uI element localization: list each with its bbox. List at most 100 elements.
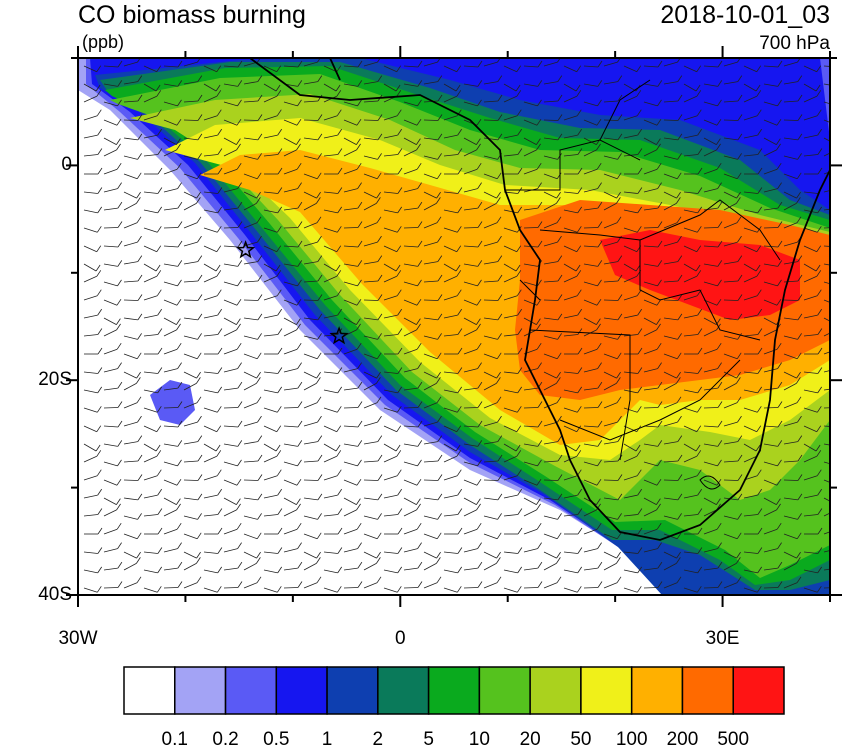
wind-barb [503,209,518,214]
wind-barb [403,65,419,68]
wind-barb-feather [137,454,143,462]
wind-barb [543,261,558,265]
wind-barb [723,563,737,571]
wind-barb [803,551,818,554]
wind-barb-feather [617,493,623,501]
wind-barb-feather [97,308,103,316]
wind-barb [563,154,578,157]
wind-barb-feather [337,527,343,535]
wind-barb [723,317,738,321]
wind-barb [383,514,398,517]
wind-barb-feather [176,323,181,331]
wind-barb [343,227,359,229]
wind-barb [703,317,717,325]
wind-barb-feather [276,90,282,97]
wind-barb-feather [736,377,741,384]
wind-barb [183,81,198,85]
wind-barb [643,587,659,589]
wind-barb [803,407,818,413]
wind-barb-feather [737,114,743,121]
wind-barb-feather [757,187,763,194]
wind-barb-feather [677,435,683,442]
wind-barb-feather [817,508,823,515]
wind-barb-feather [517,206,523,214]
wind-barb-feather [716,298,722,306]
star-marker-ascension [235,240,256,259]
wind-barb-feather [437,493,443,501]
wind-barb-feather [497,58,501,63]
wind-barb-feather [737,153,742,160]
wind-barb-feather [837,504,841,510]
wind-barb [523,407,539,409]
wind-barb-feather [95,264,101,272]
wind-barb-feather [455,264,461,272]
wind-barb [683,245,697,253]
wind-barb-feather [716,138,721,145]
wind-barb-feather [437,454,443,462]
wind-barb-feather [116,503,121,511]
colorbar-label: 1 [321,729,333,750]
wind-barb-feather [757,547,763,554]
wind-barb-feather [736,197,741,204]
wind-barb-feather [557,415,562,423]
wind-barb-feather [156,65,162,72]
wind-barb [443,134,458,139]
wind-barb [103,567,118,571]
wind-barb [143,569,158,574]
wind-barb [543,203,557,211]
wind-barb [123,582,138,589]
wind-barb-feather [177,561,183,569]
wind-barb [583,479,598,486]
wind-barb [243,280,259,283]
wind-barb [643,497,657,505]
wind-barb-feather [376,576,382,584]
wind-barb [703,528,718,535]
wind-barb-feather [215,264,221,272]
wind-barb [763,528,778,535]
wind-barb-feather [717,260,723,267]
wind-barb [183,421,198,427]
wind-barb-feather [777,401,783,408]
wind-barb [343,443,358,447]
wind-barb-feather [417,542,422,549]
wind-barb-feather [297,420,303,428]
wind-barb [503,154,518,157]
wind-barb-feather [256,396,262,404]
wind-barb-feather [316,551,321,559]
wind-barb-feather [755,264,761,272]
wind-barb-feather [337,128,343,136]
wind-barb-feather [216,109,222,116]
wind-barb [683,371,698,374]
wind-barb [803,334,818,337]
wind-barb-feather [516,289,522,296]
wind-barb-feather [317,474,323,481]
wind-barb [803,83,817,92]
wind-barb-feather [577,488,583,496]
wind-barb-feather [797,454,803,462]
wind-barb [483,280,499,283]
wind-barb-feather [437,513,442,520]
wind-barb-feather [737,333,742,340]
wind-barb-feather [576,450,582,457]
wind-barb [403,387,418,391]
co-field [78,58,841,595]
wind-barb-feather [157,488,163,496]
wind-barb-feather [697,386,703,394]
wind-barb-feather [97,187,103,194]
wind-barb [823,171,830,175]
wind-barb-feather [696,270,702,277]
wind-barb-feather [695,264,701,272]
wind-barb [463,281,478,287]
wind-barb-feather [817,566,823,574]
wind-barb [283,425,299,428]
wind-barb-feather [317,153,322,160]
wind-barb [443,227,458,233]
wind-barb [343,348,358,355]
wind-barb-feather [717,99,722,107]
wind-barb [583,509,597,517]
wind-barb-feather [776,522,782,530]
wind-barb [603,460,619,463]
wind-barb [263,154,278,157]
wind-barb [283,407,299,409]
wind-barb [463,528,478,535]
